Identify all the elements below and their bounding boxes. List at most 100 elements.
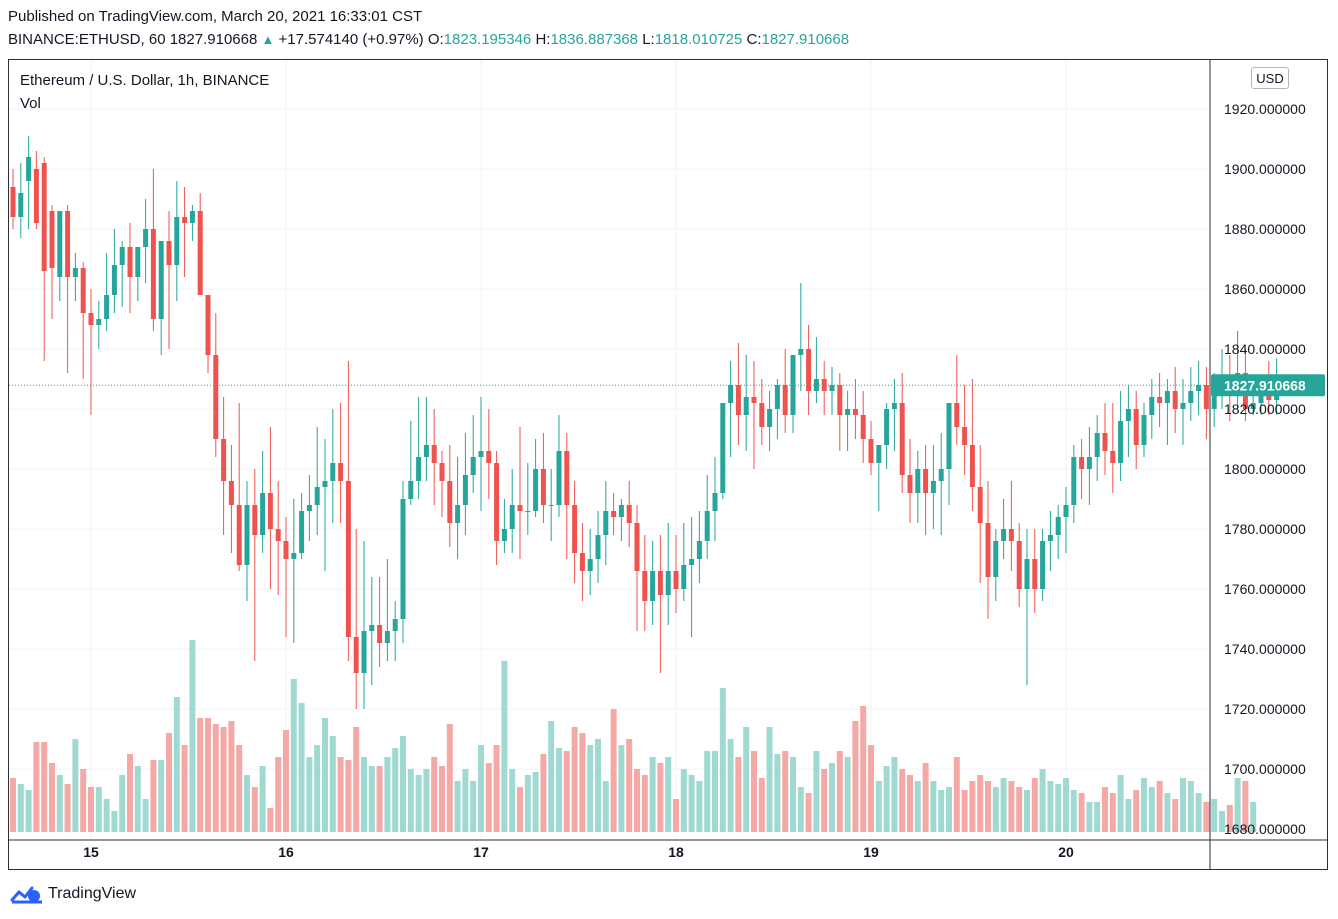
last-price: 1827.910668 <box>169 31 258 48</box>
candle-body <box>49 211 55 268</box>
candle-body <box>57 211 63 277</box>
candle-body <box>80 268 86 313</box>
volume-bar <box>322 718 328 832</box>
candle-body <box>221 439 227 481</box>
candle-body <box>10 187 16 217</box>
chart-legend-title: Ethereum / U.S. Dollar, 1h, BINANCE <box>20 72 270 89</box>
candle-body <box>283 541 289 559</box>
candle-body <box>213 355 219 439</box>
candle-body <box>306 505 312 511</box>
volume-bar <box>1016 787 1023 832</box>
candle-body <box>860 415 866 439</box>
candle-body <box>369 625 375 631</box>
candle-body <box>712 493 718 511</box>
volume-bar <box>72 739 79 832</box>
volume-bar <box>1078 793 1085 832</box>
volume-bar <box>314 745 321 832</box>
volume-bar <box>111 811 118 832</box>
chart-frame[interactable] <box>8 59 1328 870</box>
candle-body <box>954 403 960 427</box>
volume-bar <box>25 790 32 832</box>
volume-bar <box>626 739 633 832</box>
candle-body <box>837 385 843 415</box>
volume-bar <box>259 766 266 832</box>
candle-body <box>704 511 710 541</box>
candle-body <box>1203 385 1209 409</box>
candle-body <box>127 247 133 277</box>
candle-body <box>1125 409 1131 421</box>
volume-bar <box>790 757 796 832</box>
volume-bar <box>290 679 297 832</box>
volume-bar <box>1242 781 1249 832</box>
volume-bar <box>80 769 87 832</box>
ohlc-header: BINANCE:ETHUSD, 60 1827.910668 ▲ +17.574… <box>8 31 849 48</box>
current-price-label: 1827.910668 <box>1224 377 1306 393</box>
candle-body <box>626 505 632 523</box>
candle-body <box>1063 505 1069 517</box>
candle-body <box>314 487 320 505</box>
volume-bar <box>1133 790 1140 832</box>
candle-body <box>1001 529 1007 541</box>
volume-bar <box>134 766 141 832</box>
candle-body <box>494 463 500 541</box>
candle-body <box>829 385 835 391</box>
volume-bar <box>595 739 601 832</box>
volume-bar <box>1250 802 1257 832</box>
volume-bar <box>446 724 453 832</box>
currency-unit-button[interactable]: USD <box>1251 67 1289 89</box>
candle-body <box>182 217 188 223</box>
volume-bar <box>236 745 243 832</box>
candle-body <box>462 475 468 505</box>
candle-body <box>244 505 250 565</box>
volume-bar <box>283 730 289 832</box>
candle-body <box>728 385 734 403</box>
volume-bar <box>1086 802 1093 832</box>
volume-bar <box>158 760 165 832</box>
volume-bar <box>95 787 102 832</box>
volume-bar <box>485 763 492 832</box>
volume-bar <box>1063 778 1069 832</box>
volume-bar <box>470 781 477 832</box>
volume-bar <box>267 808 274 832</box>
candle-body <box>1196 385 1202 391</box>
volume-bar <box>1164 793 1171 832</box>
volume-bar <box>883 766 890 832</box>
volume-bar <box>306 757 313 832</box>
price-axis-label: 1780.000000 <box>1224 521 1306 537</box>
volume-bar <box>1226 805 1233 832</box>
footer-branding[interactable]: TradingView <box>10 884 136 904</box>
volume-bar <box>1055 784 1062 832</box>
candle-body <box>595 535 601 559</box>
volume-bar <box>1000 778 1007 832</box>
volume-bar <box>891 757 898 832</box>
candle-body <box>1024 559 1030 589</box>
volume-bar <box>899 769 906 832</box>
volume-bar <box>758 778 765 832</box>
candle-body <box>205 295 211 355</box>
volume-legend: Vol <box>20 95 41 112</box>
volume-bar <box>181 745 188 832</box>
candle-body <box>486 451 492 463</box>
candle-body <box>1250 403 1256 409</box>
candle-body <box>197 211 203 295</box>
volume-bar <box>673 799 679 832</box>
volume-bar <box>1117 775 1124 832</box>
volume-bar <box>852 721 859 832</box>
price-axis-label: 1720.000000 <box>1224 701 1306 717</box>
price-axis-label: 1760.000000 <box>1224 581 1306 597</box>
volume-bar <box>907 775 913 832</box>
volume-bar <box>17 784 24 832</box>
candle-body <box>377 625 383 643</box>
candle-body <box>1086 457 1092 469</box>
candle-body <box>634 523 640 571</box>
candle-body <box>969 445 975 487</box>
candle-body <box>150 229 156 319</box>
volume-bar <box>704 751 711 832</box>
price-axis-label: 1820.000000 <box>1224 401 1306 417</box>
volume-bar <box>220 727 227 832</box>
volume-bar <box>415 775 422 832</box>
volume-bar <box>1219 811 1225 832</box>
volume-bar <box>400 736 406 832</box>
volume-bar <box>922 763 929 832</box>
